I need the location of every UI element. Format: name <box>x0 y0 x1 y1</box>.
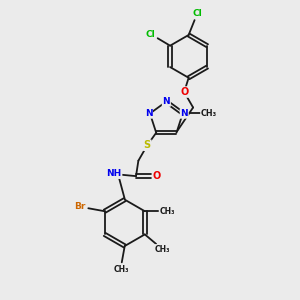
Text: O: O <box>153 171 161 181</box>
Text: CH₃: CH₃ <box>113 265 129 274</box>
Text: N: N <box>163 97 170 106</box>
Text: Br: Br <box>74 202 86 211</box>
Text: N: N <box>180 109 188 118</box>
Text: Cl: Cl <box>192 9 202 18</box>
Text: O: O <box>180 87 188 97</box>
Text: CH₃: CH₃ <box>159 207 175 216</box>
Text: CH₃: CH₃ <box>155 245 170 254</box>
Text: S: S <box>144 140 151 150</box>
Text: Cl: Cl <box>146 30 156 39</box>
Text: N: N <box>145 109 152 118</box>
Text: CH₃: CH₃ <box>201 109 217 118</box>
Text: NH: NH <box>106 169 122 178</box>
